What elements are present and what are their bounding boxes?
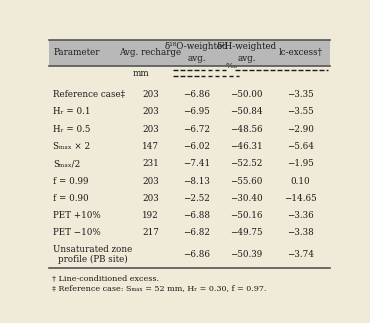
Text: −6.72: −6.72 — [183, 125, 210, 133]
Text: † Line-conditioned excess.: † Line-conditioned excess. — [52, 275, 159, 283]
Text: −46.31: −46.31 — [230, 142, 263, 151]
Text: 203: 203 — [142, 90, 159, 99]
Text: 217: 217 — [142, 228, 159, 237]
Text: −50.16: −50.16 — [230, 211, 263, 220]
Text: −6.86: −6.86 — [183, 250, 210, 259]
Text: Parameter: Parameter — [53, 48, 100, 57]
Text: −2.90: −2.90 — [287, 125, 314, 133]
Text: 192: 192 — [142, 211, 159, 220]
Text: Unsaturated zone: Unsaturated zone — [53, 245, 132, 254]
Text: avg.: avg. — [187, 54, 206, 63]
Text: −8.13: −8.13 — [183, 176, 210, 185]
Text: −6.86: −6.86 — [183, 90, 210, 99]
Text: −50.39: −50.39 — [230, 250, 263, 259]
Text: −3.38: −3.38 — [287, 228, 314, 237]
Text: 203: 203 — [142, 125, 159, 133]
Text: −5.64: −5.64 — [287, 142, 314, 151]
Text: −50.84: −50.84 — [230, 107, 263, 116]
Text: 203: 203 — [142, 194, 159, 203]
Text: −52.52: −52.52 — [230, 159, 263, 168]
Text: f = 0.90: f = 0.90 — [53, 194, 89, 203]
Text: −6.02: −6.02 — [183, 142, 210, 151]
Text: 231: 231 — [142, 159, 159, 168]
Text: −6.82: −6.82 — [183, 228, 210, 237]
Text: −49.75: −49.75 — [230, 228, 263, 237]
Text: lc-excess†: lc-excess† — [279, 48, 322, 57]
Text: −7.41: −7.41 — [183, 159, 210, 168]
Text: Hᵣ = 0.1: Hᵣ = 0.1 — [53, 107, 91, 116]
Text: profile (PB site): profile (PB site) — [58, 255, 128, 264]
Text: −3.74: −3.74 — [287, 250, 314, 259]
Text: −30.40: −30.40 — [230, 194, 263, 203]
Text: 147: 147 — [142, 142, 159, 151]
Text: Avg. recharge: Avg. recharge — [119, 48, 181, 57]
Text: −6.95: −6.95 — [183, 107, 210, 116]
Text: −1.95: −1.95 — [287, 159, 314, 168]
Text: avg.: avg. — [237, 54, 256, 63]
Text: −3.36: −3.36 — [287, 211, 314, 220]
Text: f = 0.99: f = 0.99 — [53, 176, 89, 185]
Text: Sₘₐₓ × 2: Sₘₐₓ × 2 — [53, 142, 90, 151]
Text: −50.00: −50.00 — [230, 90, 263, 99]
Text: ‡ Reference case: Sₘₐₓ = 52 mm, Hᵣ = 0.30, f = 0.97.: ‡ Reference case: Sₘₐₓ = 52 mm, Hᵣ = 0.3… — [52, 284, 266, 292]
Text: −2.52: −2.52 — [183, 194, 210, 203]
Text: ‰: ‰ — [225, 62, 236, 70]
Text: −6.88: −6.88 — [183, 211, 210, 220]
Text: −14.65: −14.65 — [284, 194, 317, 203]
Text: −3.55: −3.55 — [287, 107, 314, 116]
Text: 203: 203 — [142, 107, 159, 116]
Text: Sₘₐₓ/2: Sₘₐₓ/2 — [53, 159, 81, 168]
Text: −48.56: −48.56 — [230, 125, 263, 133]
Text: Hᵣ = 0.5: Hᵣ = 0.5 — [53, 125, 91, 133]
Text: mm: mm — [132, 69, 149, 78]
Text: δ²H-weighted: δ²H-weighted — [216, 42, 276, 51]
Text: 203: 203 — [142, 176, 159, 185]
Text: −55.60: −55.60 — [230, 176, 263, 185]
Text: PET −10%: PET −10% — [53, 228, 101, 237]
Bar — [49, 39, 330, 66]
Text: 0.10: 0.10 — [290, 176, 310, 185]
Text: Reference case‡: Reference case‡ — [53, 90, 125, 99]
Text: −3.35: −3.35 — [287, 90, 314, 99]
Text: PET +10%: PET +10% — [53, 211, 101, 220]
Text: δ¹⁸O-weighted: δ¹⁸O-weighted — [165, 42, 228, 51]
